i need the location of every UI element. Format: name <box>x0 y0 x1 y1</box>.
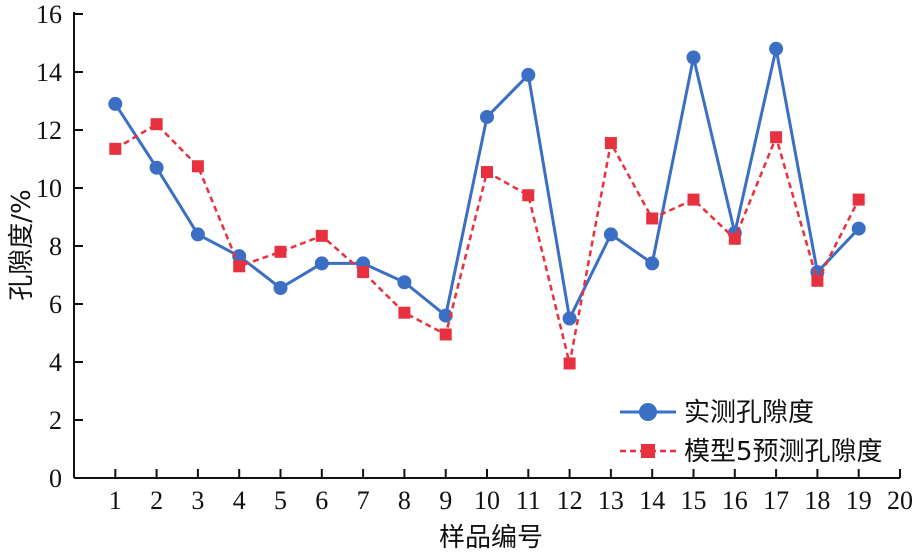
x-tick-label: 1 <box>109 486 122 515</box>
data-point <box>603 227 618 242</box>
x-tick-label: 2 <box>150 486 163 515</box>
data-point <box>769 41 784 56</box>
data-point <box>233 260 246 273</box>
data-point <box>397 275 412 290</box>
x-axis-title: 样品编号 <box>439 523 543 553</box>
legend-marker <box>641 444 655 458</box>
data-point <box>852 193 865 206</box>
legend-marker <box>639 403 657 421</box>
data-point <box>728 232 741 245</box>
data-point <box>604 137 617 150</box>
data-point <box>770 131 783 144</box>
data-point <box>481 166 493 179</box>
data-point <box>315 229 328 242</box>
x-tick-label: 5 <box>274 486 287 515</box>
series-line <box>114 122 860 365</box>
y-tick-label: 16 <box>36 0 62 29</box>
data-point <box>687 193 700 206</box>
data-point <box>149 160 164 175</box>
data-point <box>438 308 453 323</box>
x-tick-label: 14 <box>639 486 665 515</box>
data-point <box>645 256 660 271</box>
y-tick-label: 8 <box>49 232 62 261</box>
y-tick-label: 14 <box>36 58 62 87</box>
data-point <box>811 274 824 287</box>
data-point <box>522 189 535 202</box>
data-point <box>562 311 577 326</box>
x-tick-label: 6 <box>315 486 328 515</box>
x-tick-label: 11 <box>516 486 541 515</box>
data-point <box>398 306 411 319</box>
y-tick-label: 10 <box>36 174 62 203</box>
x-tick-label: 17 <box>763 486 789 515</box>
data-point <box>439 328 452 341</box>
x-tick-label: 13 <box>598 486 624 515</box>
legend-label: 模型5预测孔隙度 <box>684 437 883 467</box>
legend-label: 实测孔隙度 <box>684 398 814 428</box>
data-point <box>646 212 659 225</box>
data-point <box>232 249 247 264</box>
data-point <box>109 142 122 155</box>
x-tick-label: 10 <box>474 486 500 515</box>
data-point <box>851 221 866 236</box>
data-point <box>273 281 288 296</box>
data-point <box>357 266 370 279</box>
y-tick-label: 2 <box>49 406 62 435</box>
y-tick-label: 4 <box>49 348 62 377</box>
x-tick-label: 16 <box>722 486 748 515</box>
data-point <box>191 160 204 173</box>
data-point <box>521 67 536 82</box>
data-point <box>150 118 163 131</box>
x-tick-label: 18 <box>804 486 830 515</box>
y-axis-title: 孔隙度/% <box>7 189 37 300</box>
data-point <box>563 357 576 370</box>
y-tick-label: 12 <box>36 116 62 145</box>
x-tick-label: 15 <box>681 486 707 515</box>
y-tick-label: 0 <box>49 464 62 493</box>
y-tick-label: 6 <box>49 290 62 319</box>
data-point <box>108 96 123 111</box>
x-tick-label: 20 <box>887 486 913 515</box>
series-line <box>114 47 860 320</box>
data-point <box>274 245 287 258</box>
x-tick-label: 9 <box>439 486 452 515</box>
x-tick-label: 7 <box>357 486 370 515</box>
x-tick-label: 19 <box>846 486 872 515</box>
x-tick-label: 12 <box>557 486 583 515</box>
x-tick-label: 3 <box>191 486 204 515</box>
data-point <box>480 109 494 124</box>
x-tick-label: 4 <box>233 486 246 515</box>
data-point <box>314 256 329 271</box>
x-tick-label: 8 <box>398 486 411 515</box>
data-point <box>686 50 701 65</box>
data-point <box>190 227 205 242</box>
